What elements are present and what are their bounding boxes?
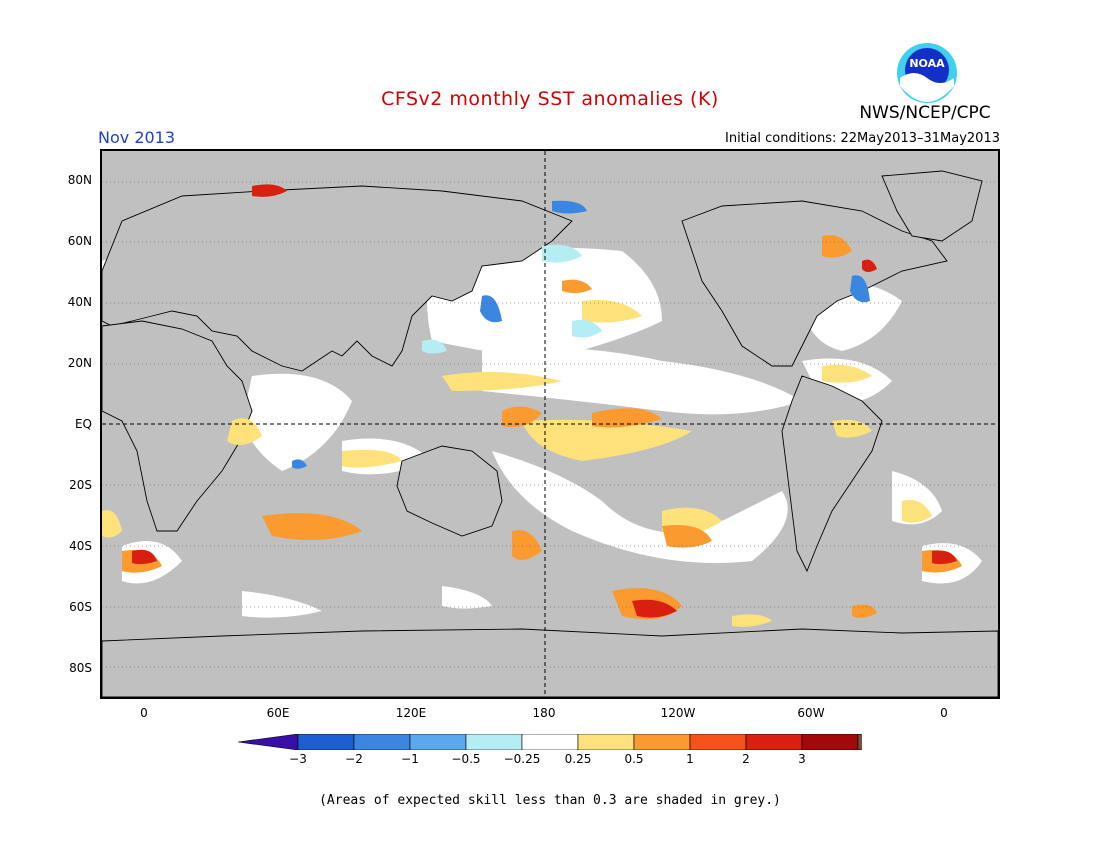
noaa-logo: NOAA <box>896 42 958 104</box>
anomaly-neg-0.25 <box>422 244 602 354</box>
lat-label-60n: 60N <box>67 234 92 248</box>
lon-label-120e: 120E <box>395 706 427 720</box>
colorbar-bin-7 <box>633 733 691 751</box>
sst-anomaly-map <box>100 149 1000 699</box>
organization-label: NWS/NCEP/CPC <box>859 103 991 123</box>
colorbar-label-neg2: −2 <box>345 752 363 766</box>
colorbar-label-neg0.25: −0.25 <box>503 752 541 766</box>
lat-label-20n: 20N <box>67 356 92 370</box>
lon-label-0-east: 0 <box>940 706 948 720</box>
skill-note: (Areas of expected skill less than 0.3 a… <box>319 793 781 808</box>
noaa-logo-text: NOAA <box>909 57 945 70</box>
colorbar <box>237 733 919 751</box>
colorbar-bin-8 <box>689 733 747 751</box>
colorbar-bin-9 <box>745 733 803 751</box>
colorbar-bin-1 <box>297 733 355 751</box>
colorbar-bin-5 <box>521 733 579 751</box>
latitude-gridlines <box>102 181 998 668</box>
lon-label-120w: 120W <box>660 706 696 720</box>
north-america-land <box>681 200 948 367</box>
lat-label-80n: 80N <box>67 173 92 187</box>
map-title: CFSv2 monthly SST anomalies (K) <box>381 88 719 110</box>
colorbar-bin-0 <box>237 733 299 751</box>
antarctica-land <box>102 628 998 697</box>
colorbar-label-neg3: −3 <box>289 752 307 766</box>
lon-label-60e: 60E <box>266 706 290 720</box>
colorbar-label-3: 3 <box>798 752 806 766</box>
australia-land <box>396 445 503 537</box>
initial-conditions: Initial conditions: 22May2013–31May2013 <box>725 131 1000 146</box>
colorbar-label-0.25: 0.25 <box>564 752 592 766</box>
lat-label-20s: 20S <box>69 478 92 492</box>
lat-label-40n: 40N <box>67 295 92 309</box>
lat-label-40s: 40S <box>69 539 92 553</box>
colorbar-bin-11 <box>857 733 919 751</box>
greenland-land <box>881 170 983 242</box>
lat-label-60s: 60S <box>69 600 92 614</box>
anomaly-0.25-0.5 <box>102 300 932 627</box>
colorbar-label-2: 2 <box>742 752 750 766</box>
colorbar-bin-2 <box>353 733 411 751</box>
colorbar-bin-3 <box>409 733 467 751</box>
target-month: Nov 2013 <box>98 128 176 147</box>
colorbar-bin-10 <box>801 733 859 751</box>
lon-label-0-west: 0 <box>140 706 148 720</box>
africa-land <box>102 320 253 532</box>
lon-label-60w: 60W <box>797 706 825 720</box>
colorbar-label-1: 1 <box>686 752 694 766</box>
colorbar-bin-4 <box>465 733 523 751</box>
colorbar-label-neg1: −1 <box>401 752 419 766</box>
lon-label-180: 180 <box>532 706 556 720</box>
colorbar-label-neg0.5: −0.5 <box>451 752 481 766</box>
colorbar-label-0.5: 0.5 <box>624 752 644 766</box>
south-america-land <box>781 375 883 573</box>
anomaly-neg-0.5-1 <box>292 200 870 469</box>
anomaly-1-2 <box>132 184 957 618</box>
eurasia-land <box>102 185 573 372</box>
lat-label-80s: 80S <box>69 661 92 675</box>
colorbar-bin-6 <box>577 733 635 751</box>
lat-label-eq: EQ <box>74 417 92 431</box>
